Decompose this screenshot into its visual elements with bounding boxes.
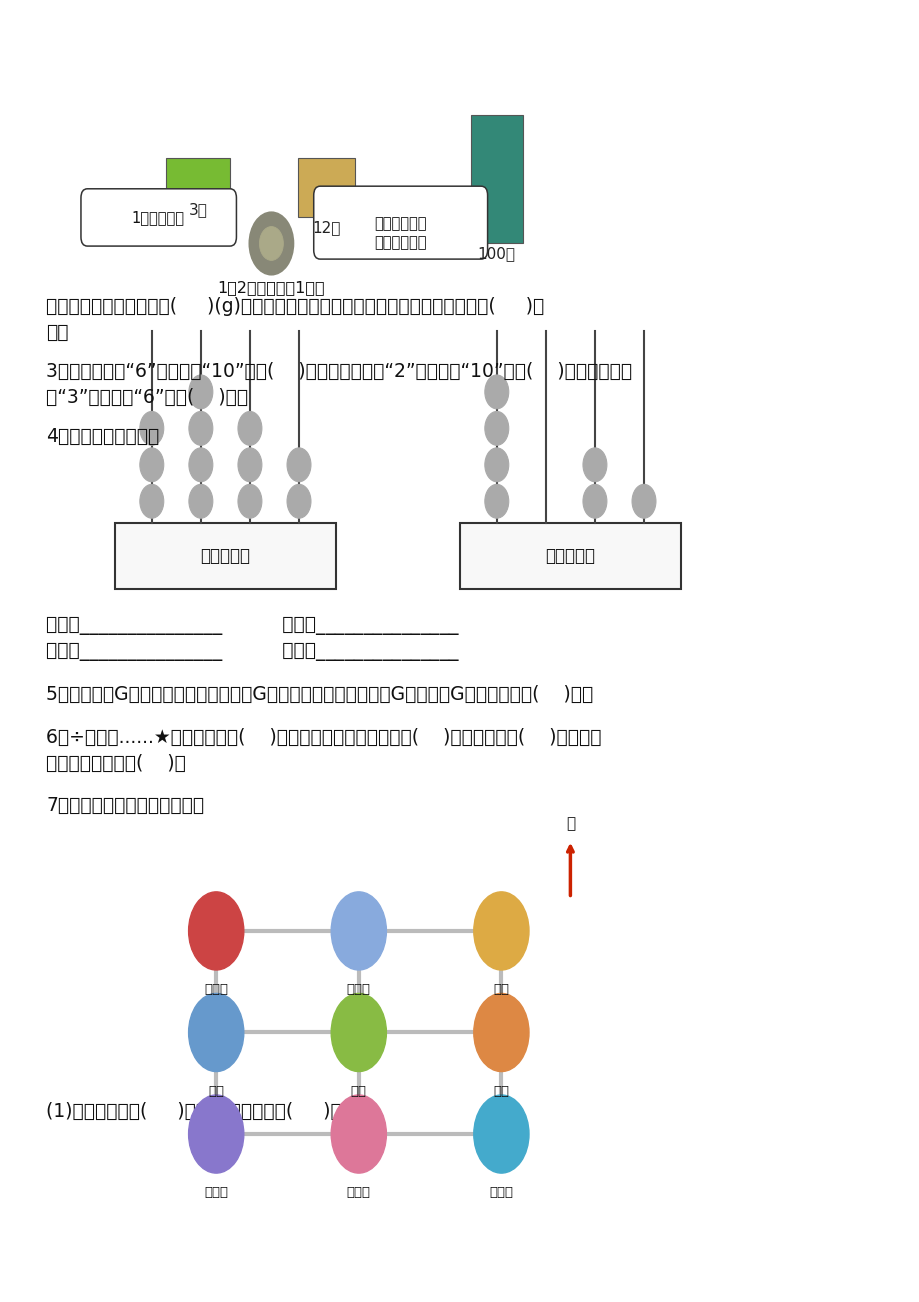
Text: 1克有多重？: 1克有多重？ [131,210,185,225]
Text: 感觉怎么样？: 感觉怎么样？ [373,234,426,250]
Text: 4、读一读，写一写。: 4、读一读，写一写。 [46,427,159,447]
Text: 称。: 称。 [46,323,68,342]
Circle shape [238,448,262,482]
Text: 5、１一种４G手机１０９０元，一种５G手机５）９９元。这种４G手机比５G手机大约便宜(    )元。: 5、１一种４G手机１０９０元，一种５G手机５）９９元。这种４G手机比５G手机大约… [46,685,593,704]
Circle shape [140,484,164,518]
Text: 3、分针从数字“6”走到数字“10”走了(    )分，秒针从数字“2”走到数字“10”走了(    )秒，时针从数: 3、分针从数字“6”走到数字“10”走了( )分，秒针从数字“2”走到数字“10… [46,362,631,381]
FancyBboxPatch shape [460,523,680,589]
Circle shape [188,411,212,445]
FancyBboxPatch shape [115,523,335,589]
Text: 邮局: 邮局 [493,1085,509,1098]
Text: 12克: 12克 [312,220,340,236]
Circle shape [140,411,164,445]
Circle shape [331,1095,386,1173]
Text: 字“3”走到数字“6”走了(    )时。: 字“3”走到数字“6”走了( )时。 [46,388,248,408]
Text: 7、在括号里填上正确的方向。: 7、在括号里填上正确的方向。 [46,796,204,815]
Text: 幼儿园: 幼儿园 [346,1186,370,1199]
Text: 计量比较轻的物体，常用(     )(g)作单位，一枚２分硬币重１克。比较轻的物体常用(     )来: 计量比较轻的物体，常用( )(g)作单位，一枚２分硬币重１克。比较轻的物体常用(… [46,297,544,316]
Text: 花坦: 花坦 [350,1085,367,1098]
Circle shape [484,375,508,409]
Circle shape [188,993,244,1072]
Text: 居民楼: 居民楼 [346,983,370,996]
Circle shape [473,993,528,1072]
Circle shape [583,448,607,482]
FancyBboxPatch shape [471,115,522,243]
Text: 1个2分硬币约重1克。: 1个2分硬币约重1克。 [218,280,324,296]
Circle shape [484,484,508,518]
Text: 小学: 小学 [208,1085,224,1098]
FancyBboxPatch shape [81,189,236,246]
Circle shape [188,1095,244,1173]
Text: 电影院: 电影院 [489,1186,513,1199]
Text: 6、÷６＝５......★，余数最大是(    )，当余数最大时，被除数是(    )；余数最小是(    )，当余数: 6、÷６＝５......★，余数最大是( )，当余数最大时，被除数是( )；余数… [46,728,601,747]
Circle shape [238,411,262,445]
Text: 图书馆: 图书馆 [204,1186,228,1199]
Text: 万千百十个: 万千百十个 [200,547,250,565]
Circle shape [249,212,293,275]
Circle shape [484,448,508,482]
Circle shape [238,484,262,518]
FancyBboxPatch shape [313,186,487,259]
Circle shape [484,411,508,445]
Text: 用手揂一揂，: 用手揂一揂， [373,216,426,232]
Circle shape [140,448,164,482]
Text: 游乐园: 游乐园 [204,983,228,996]
Text: 100克: 100克 [477,246,516,262]
Circle shape [583,484,607,518]
Text: 写作：_______________          写作：_______________: 写作：_______________ 写作：_______________ [46,616,458,635]
Circle shape [331,892,386,970]
Circle shape [259,227,283,260]
Circle shape [188,448,212,482]
Text: 3克: 3克 [188,202,207,217]
Text: (1)商场在花坦的(     )面，游乐园在花坦的(     )面。: (1)商场在花坦的( )面，游乐园在花坦的( )面。 [46,1101,353,1121]
Circle shape [188,375,212,409]
Text: 北: 北 [565,815,574,831]
Circle shape [331,993,386,1072]
Text: 读作：_______________          读作：_______________: 读作：_______________ 读作：_______________ [46,642,458,661]
FancyBboxPatch shape [166,158,230,199]
Text: 万千百十个: 万千百十个 [545,547,595,565]
Circle shape [287,484,311,518]
Circle shape [188,892,244,970]
FancyBboxPatch shape [298,158,355,217]
Circle shape [287,448,311,482]
Circle shape [631,484,655,518]
Circle shape [188,484,212,518]
Text: 商场: 商场 [493,983,509,996]
Text: 最小时，被除数是(    )。: 最小时，被除数是( )。 [46,754,186,773]
Circle shape [473,892,528,970]
Circle shape [473,1095,528,1173]
